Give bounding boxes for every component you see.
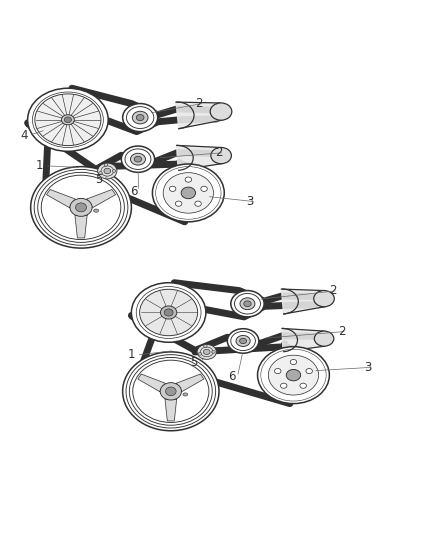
- Ellipse shape: [164, 309, 173, 316]
- Text: 2: 2: [338, 325, 346, 338]
- Ellipse shape: [31, 167, 131, 248]
- Text: 6: 6: [228, 370, 236, 383]
- Ellipse shape: [166, 387, 176, 395]
- Ellipse shape: [132, 111, 148, 124]
- Ellipse shape: [286, 369, 300, 381]
- Ellipse shape: [197, 344, 216, 359]
- Text: 1: 1: [127, 349, 135, 361]
- Ellipse shape: [35, 94, 101, 146]
- Ellipse shape: [183, 393, 188, 396]
- Ellipse shape: [306, 368, 312, 374]
- Polygon shape: [176, 374, 204, 391]
- Ellipse shape: [201, 186, 207, 191]
- Ellipse shape: [244, 301, 251, 306]
- Ellipse shape: [99, 172, 102, 174]
- Polygon shape: [177, 146, 222, 171]
- Ellipse shape: [195, 201, 201, 206]
- Polygon shape: [87, 190, 116, 207]
- Ellipse shape: [131, 154, 145, 165]
- Ellipse shape: [104, 168, 111, 174]
- Polygon shape: [281, 289, 325, 314]
- Ellipse shape: [185, 177, 191, 182]
- Ellipse shape: [61, 115, 74, 125]
- Ellipse shape: [163, 173, 213, 213]
- Ellipse shape: [290, 359, 297, 365]
- Ellipse shape: [203, 349, 210, 354]
- Ellipse shape: [98, 163, 117, 179]
- Text: 2: 2: [329, 284, 337, 297]
- Ellipse shape: [314, 331, 334, 346]
- Ellipse shape: [175, 201, 182, 206]
- Polygon shape: [176, 102, 222, 128]
- Text: 5: 5: [95, 173, 102, 186]
- Ellipse shape: [170, 186, 176, 191]
- Ellipse shape: [28, 88, 108, 151]
- Ellipse shape: [94, 209, 99, 212]
- Ellipse shape: [240, 298, 255, 310]
- Ellipse shape: [75, 203, 87, 212]
- Ellipse shape: [204, 345, 207, 348]
- Ellipse shape: [123, 103, 158, 132]
- Ellipse shape: [258, 346, 329, 403]
- Ellipse shape: [212, 351, 215, 353]
- Ellipse shape: [70, 198, 92, 216]
- Ellipse shape: [275, 368, 281, 374]
- Ellipse shape: [268, 355, 318, 395]
- Ellipse shape: [160, 306, 177, 319]
- Text: 5: 5: [191, 357, 198, 369]
- Ellipse shape: [160, 383, 181, 400]
- Ellipse shape: [112, 169, 116, 173]
- Polygon shape: [282, 328, 325, 352]
- Ellipse shape: [300, 383, 307, 388]
- Ellipse shape: [140, 289, 198, 336]
- Polygon shape: [165, 399, 177, 421]
- Ellipse shape: [227, 329, 259, 353]
- Polygon shape: [46, 190, 75, 207]
- Text: 2: 2: [195, 96, 203, 110]
- Ellipse shape: [210, 103, 232, 120]
- Ellipse shape: [64, 117, 71, 123]
- Text: 6: 6: [130, 184, 138, 198]
- Text: 1: 1: [35, 159, 43, 172]
- Text: 3: 3: [246, 195, 253, 208]
- Text: 4: 4: [20, 128, 28, 142]
- Ellipse shape: [314, 290, 334, 307]
- Text: 3: 3: [364, 361, 371, 374]
- Polygon shape: [138, 374, 166, 391]
- Ellipse shape: [240, 338, 247, 344]
- Ellipse shape: [211, 148, 231, 164]
- Ellipse shape: [236, 335, 250, 346]
- Ellipse shape: [123, 352, 219, 431]
- Ellipse shape: [152, 164, 224, 222]
- Ellipse shape: [104, 164, 108, 166]
- Text: 2: 2: [215, 146, 223, 159]
- Ellipse shape: [231, 290, 264, 317]
- Ellipse shape: [121, 146, 155, 172]
- Ellipse shape: [131, 282, 206, 342]
- Polygon shape: [75, 215, 87, 238]
- Ellipse shape: [280, 383, 287, 388]
- Ellipse shape: [134, 156, 141, 162]
- Ellipse shape: [198, 352, 201, 355]
- Ellipse shape: [181, 187, 195, 199]
- Ellipse shape: [136, 115, 144, 120]
